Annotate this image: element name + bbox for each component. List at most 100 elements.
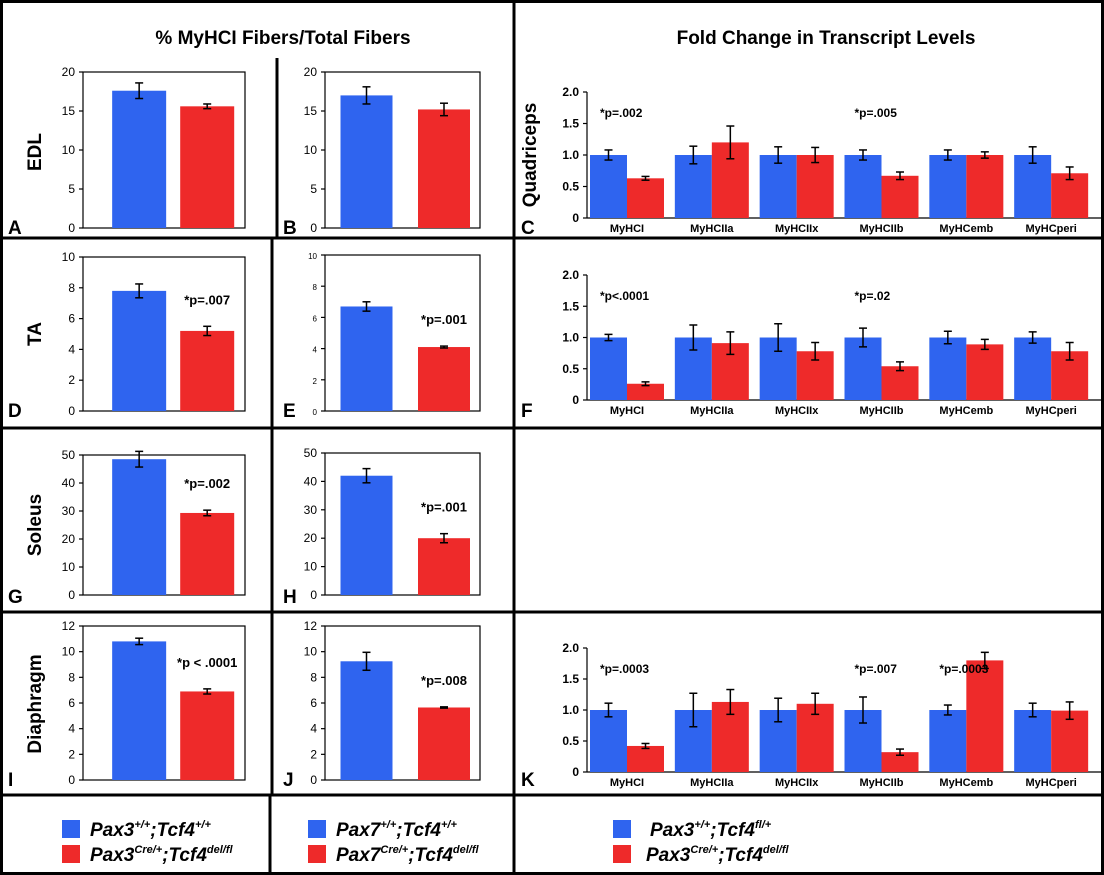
panel-C-xtick-label: MyHCIIa — [690, 223, 734, 235]
panel-C-xtick-label: MyHCIIb — [860, 223, 904, 235]
panel-F: F 0 0.5 1.0 1.5 2.0 MyHCI MyHCIIa MyHCIIx MyHCIIb… — [521, 268, 1104, 422]
panel-D-ytick-label: 6 — [68, 312, 75, 326]
panel-H: H 0 10 20 30 40 50 *p=.001 — [283, 446, 481, 608]
panel-C-bar-mutant — [966, 155, 1004, 218]
panel-J-ytick-label: 8 — [310, 670, 317, 684]
panel-G-ytick-label: 30 — [62, 504, 76, 518]
panel-F-xtick-label: MyHCIIa — [690, 405, 734, 417]
row-label-edl: EDL — [25, 133, 46, 171]
legend-1: Pax3+/+;Tcf4+/+ Pax3Cre/+;Tcf4del/fl — [62, 819, 234, 866]
panel-H-bar-control — [340, 475, 393, 595]
panel-C-bar-control — [1014, 155, 1052, 218]
panel-F-bar-mutant — [881, 366, 919, 400]
legend-2: Pax7+/+;Tcf4+/+ Pax7Cre/+;Tcf4del/fl — [308, 819, 480, 866]
panel-D-ytick-label: 4 — [68, 342, 75, 356]
panel-J-ytick-label: 4 — [310, 722, 317, 736]
panel-K-bar-control — [929, 710, 967, 772]
panel-K-ytick-label: 1.5 — [562, 672, 579, 686]
panel-C: C 0 0.5 1.0 1.5 2.0 MyHCI MyHCIIa MyHCIIx MyHCIIb… — [520, 85, 1104, 239]
panel-C-bar-control — [929, 155, 967, 218]
panel-I-ytick-label: 4 — [68, 722, 75, 736]
panel-F-bar-control — [1014, 337, 1052, 400]
panel-J-bar-control — [340, 661, 393, 780]
panel-H-plot-frame — [324, 452, 481, 596]
legend-1-control-label: Pax3+/+;Tcf4+/+ — [90, 819, 211, 841]
panel-B-letter: B — [283, 218, 297, 239]
panel-C-ytick-label: 0.5 — [562, 180, 579, 194]
panel-F-ytick-label: 0 — [572, 393, 579, 407]
panel-I-pvalue: *p < .0001 — [177, 655, 237, 670]
panel-D-ytick-label: 8 — [68, 281, 75, 295]
panel-I-ytick-label: 6 — [68, 696, 75, 710]
panel-C-bar-mutant — [796, 155, 834, 218]
panel-F-xtick-label: MyHCIIb — [860, 405, 904, 417]
panel-A-letter: A — [8, 218, 22, 239]
panel-D: D 0 2 4 6 8 10 *p=.007 — [8, 250, 246, 422]
panel-A-ytick-label: 20 — [62, 65, 76, 79]
row-label-diaphragm: Diaphragm — [25, 654, 46, 753]
panel-J-ytick-label: 0 — [310, 773, 317, 787]
panel-I-bar-control — [112, 641, 167, 780]
panel-J-ytick-label: 12 — [304, 619, 318, 633]
panel-C-ylabel: Quadriceps — [520, 103, 541, 208]
panel-K-xtick-label: MyHCperi — [1025, 777, 1076, 789]
panel-C-ytick-label: 2.0 — [562, 85, 579, 99]
row-label-ta: TA — [25, 322, 46, 346]
panel-D-ytick-label: 10 — [62, 250, 76, 264]
panel-G-bar-mutant — [180, 512, 235, 595]
panel-K-xtick-label: MyHCIIb — [860, 777, 904, 789]
panel-K-bar-control — [590, 710, 627, 772]
panel-C-ytick-label: 1.5 — [562, 117, 579, 131]
left-column-header: % MyHCI Fibers/Total Fibers — [155, 28, 410, 49]
legend-3: Pax3+/+;Tcf4fl/+ Pax3Cre/+;Tcf4del/fl — [613, 819, 790, 866]
panel-E-plot-frame — [324, 254, 481, 412]
panel-K-bar-mutant — [1051, 710, 1089, 772]
panel-E-bar-mutant — [418, 347, 470, 411]
panel-H-ytick-label: 30 — [304, 503, 318, 517]
panel-H-ytick-label: 40 — [304, 474, 318, 488]
panel-C-bar-mutant — [881, 175, 919, 218]
panel-C-xtick-label: MyHCemb — [939, 223, 993, 235]
panel-E-ytick-label: 10 — [308, 252, 317, 261]
panel-C-xtick-label: MyHCI — [610, 223, 644, 235]
panel-K-xtick-label: MyHCIIa — [690, 777, 734, 789]
panel-D-ytick-label: 0 — [68, 404, 75, 418]
legend-1-control-swatch — [62, 820, 80, 838]
panel-I-ytick-label: 2 — [68, 747, 75, 761]
panel-C-xtick-label: MyHCperi — [1025, 223, 1076, 235]
panel-J-pvalue: *p=.008 — [421, 673, 467, 688]
panel-G-ytick-label: 40 — [62, 476, 76, 490]
panel-G-letter: G — [8, 587, 23, 608]
legend-2-mutant-swatch — [308, 845, 326, 863]
panel-G-ytick-label: 10 — [62, 560, 76, 574]
panel-E-ytick-label: 6 — [313, 314, 318, 323]
right-column-header: Fold Change in Transcript Levels — [677, 28, 976, 49]
panel-C-xtick-label: MyHCIIx — [775, 223, 819, 235]
panel-K-pvalue: *p=.0003 — [939, 662, 988, 676]
panel-J-plot-frame — [324, 625, 481, 781]
panel-G-ytick-label: 50 — [62, 448, 76, 462]
panel-A: A 0 5 10 15 20 — [8, 65, 246, 239]
legend-2-control-swatch — [308, 820, 326, 838]
panel-K-letter: K — [521, 770, 535, 791]
panel-H-letter: H — [283, 587, 297, 608]
panel-B: B 0 5 10 15 20 — [283, 65, 481, 239]
panel-K-xtick-label: MyHCemb — [939, 777, 993, 789]
panel-E: E 0 2 4 6 8 10 *p=.001 — [283, 252, 481, 422]
panel-G: G 0 10 20 30 40 50 *p=.002 — [8, 448, 246, 608]
panel-B-ytick-label: 0 — [310, 221, 317, 235]
panel-J-letter: J — [283, 770, 294, 791]
panel-A-ytick-label: 15 — [62, 104, 76, 118]
panel-I-ytick-label: 10 — [62, 645, 76, 659]
panel-I-ytick-label: 8 — [68, 670, 75, 684]
panel-C-bar-control — [759, 155, 797, 218]
panel-K: K 0 0.5 1.0 1.5 2.0 MyHCI MyHCIIa MyHCIIx MyHCIIb… — [521, 641, 1104, 791]
panel-F-xtick-label: MyHCIIx — [775, 405, 819, 417]
panel-K-xtick-label: MyHCIIx — [775, 777, 819, 789]
panel-I-ytick-label: 12 — [62, 619, 76, 633]
panel-F-ytick-label: 2.0 — [562, 268, 579, 282]
panel-F-pvalue: *p<.0001 — [600, 289, 649, 303]
panel-B-bar-control — [340, 95, 393, 229]
